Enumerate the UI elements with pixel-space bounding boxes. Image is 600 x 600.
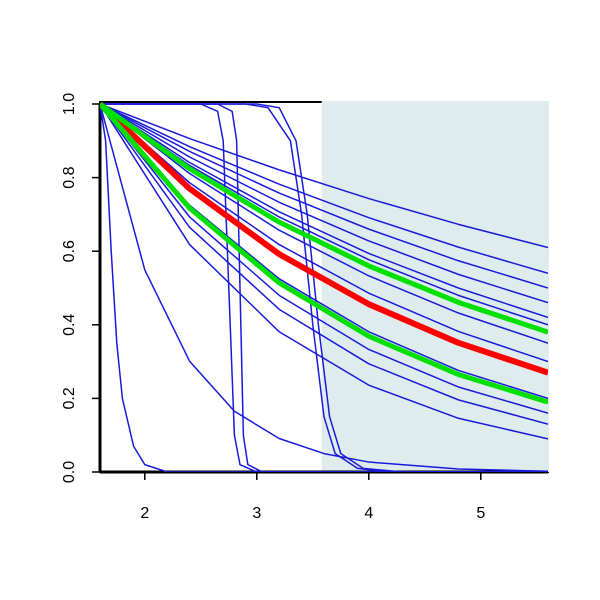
series-line [100, 101, 548, 335]
series-line [100, 103, 548, 363]
series-line [100, 101, 548, 376]
series-line [100, 103, 548, 472]
series-line [100, 103, 548, 289]
series-line [100, 103, 548, 425]
x-tick-label: 4 [364, 505, 373, 522]
series-line [100, 103, 548, 440]
series-line [100, 103, 548, 472]
series-line [100, 103, 548, 275]
y-tick-label: 0.0 [61, 461, 78, 483]
x-tick-label: 3 [252, 505, 261, 522]
y-tick-label: 0.2 [61, 387, 78, 409]
series-line [100, 103, 548, 472]
y-tick-label: 1.0 [61, 93, 78, 115]
series-line [100, 102, 548, 405]
series-line [100, 103, 548, 472]
x-tick-label: 5 [476, 505, 485, 522]
x-tick-label: 2 [140, 505, 149, 522]
series-line [100, 103, 548, 304]
series-line [100, 103, 548, 249]
series-line [100, 103, 548, 344]
y-tick-label: 0.6 [61, 240, 78, 262]
series-line [100, 103, 548, 414]
series-line [100, 103, 548, 319]
y-tick-label: 0.4 [61, 314, 78, 336]
series-line [100, 103, 548, 472]
y-tick-label: 0.8 [61, 166, 78, 188]
